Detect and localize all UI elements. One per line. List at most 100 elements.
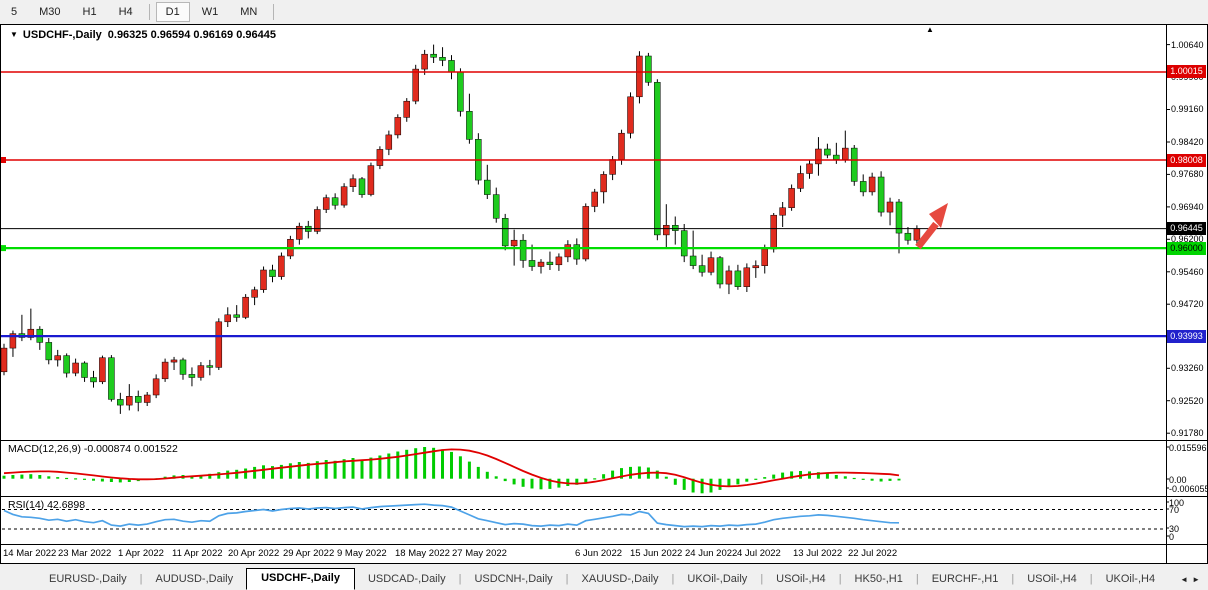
candle-body: [618, 132, 625, 160]
macd-histogram-bar: [441, 449, 444, 479]
timeframe-button-m30[interactable]: M30: [39, 6, 61, 18]
macd-histogram-bar: [65, 477, 69, 480]
chart-tab-eurusd-daily[interactable]: EURUSD-,Daily: [49, 573, 127, 585]
candle-body: [492, 194, 500, 219]
timeframe-button-d1[interactable]: D1: [155, 2, 190, 22]
candle-body: [645, 55, 652, 83]
date-label: 15 Jun 2022: [630, 548, 683, 559]
timeframe-button-h4[interactable]: H4: [118, 6, 133, 18]
macd-histogram-bar: [548, 478, 552, 489]
timeframe-button-mn[interactable]: MN: [240, 6, 258, 18]
chart-tab-usdcad-daily[interactable]: USDCAD-,Daily: [367, 573, 446, 585]
macd-signal-line: [3, 448, 900, 488]
macd-histogram-bar: [190, 475, 194, 479]
chart-tab-usdcnh-daily[interactable]: USDCNH-,Daily: [474, 573, 553, 585]
indicator-scale-label: 30: [1169, 524, 1180, 534]
chart-tab-usoil-h4[interactable]: USOil-,H4: [1027, 573, 1077, 585]
candlestick-series: [0, 44, 921, 414]
chart-tab-hk50-h1[interactable]: HK50-,H1: [854, 573, 903, 585]
macd-histogram-bar: [297, 462, 301, 479]
level-anchor-handle[interactable]: [0, 157, 6, 163]
candle-body: [430, 53, 437, 58]
date-label: 29 Apr 2022: [283, 548, 335, 559]
macd-histogram-bar: [244, 468, 248, 479]
macd-histogram-bar: [423, 447, 427, 479]
chart-tab-audusd-daily[interactable]: AUDUSD-,Daily: [155, 573, 234, 585]
macd-histogram-bar: [11, 475, 15, 479]
macd-histogram-bar: [897, 478, 901, 481]
macd-histogram-bar: [333, 460, 337, 479]
candle-body: [9, 333, 17, 349]
macd-histogram-bar: [745, 478, 749, 482]
candle-body: [206, 365, 214, 368]
candle-body: [394, 117, 402, 136]
candle-body: [278, 255, 285, 277]
chart-tab-ukoil-h4[interactable]: UKOil-,H4: [1105, 573, 1156, 585]
indicator-scale-label: 100: [1169, 498, 1185, 508]
collapse-triangle-icon[interactable]: ▼: [10, 30, 18, 39]
macd-histogram-bar: [870, 478, 874, 481]
macd-histogram-bar: [56, 477, 60, 479]
price-level-label: 0.98008: [1167, 154, 1206, 167]
chart-tab-eurchf-h1[interactable]: EURCHF-,H1: [931, 573, 999, 585]
timeframe-button-w1[interactable]: W1: [201, 6, 219, 18]
candle-body: [314, 209, 321, 232]
macd-histogram-bar: [602, 474, 606, 479]
macd-histogram-bar: [324, 460, 328, 479]
macd-histogram-bar: [825, 473, 829, 479]
tab-scroll-arrows[interactable]: ◄►: [1180, 575, 1204, 584]
indicator-scale-label: 0: [1169, 532, 1175, 542]
timeframe-button-5[interactable]: 5: [11, 6, 18, 18]
chart-tab-xauusd-daily[interactable]: XAUUSD-,Daily: [581, 573, 659, 585]
candle-body: [376, 149, 384, 166]
candle-body: [627, 96, 634, 134]
chart-tab-usoil-h4[interactable]: USOil-,H4: [776, 573, 826, 585]
candle-body: [251, 289, 258, 298]
candle-body: [135, 396, 142, 403]
macd-histogram-bar: [655, 470, 659, 479]
candle-body: [842, 147, 849, 160]
candle-body: [573, 244, 581, 260]
macd-histogram-bar: [92, 478, 95, 481]
candle-body: [797, 173, 804, 189]
tab-separator: |: [671, 573, 675, 585]
price-scale-label: 0.99160: [1171, 104, 1204, 114]
candle-body: [152, 378, 160, 396]
date-label: 6 Jun 2022: [575, 548, 623, 559]
chart-tab-bar: EURUSD-,Daily | AUDUSD-,Daily USDCHF-,Daily…: [0, 564, 1208, 590]
macd-histogram-bar: [691, 478, 695, 493]
candle-body: [45, 342, 53, 361]
macd-histogram-bar: [700, 478, 704, 494]
tab-scroll-left-icon[interactable]: ◄: [1180, 575, 1193, 584]
date-label: 11 Apr 2022: [172, 548, 223, 559]
macd-histogram-bar: [790, 471, 794, 479]
price-scale-label: 0.96940: [1171, 202, 1204, 212]
candle-body: [904, 232, 912, 241]
date-label: 24 Jun 2022: [685, 548, 738, 559]
macd-histogram-bar: [226, 470, 230, 479]
level-anchor-handle[interactable]: [0, 245, 6, 252]
candle-body: [877, 176, 885, 213]
tab-scroll-right-icon[interactable]: ►: [1192, 575, 1204, 584]
macd-histogram-bar: [879, 478, 883, 482]
trend-arrow-annotation[interactable]: [915, 203, 948, 250]
candle-body: [510, 239, 518, 247]
price-scale-label: 0.91780: [1171, 428, 1204, 438]
candle-body: [868, 176, 876, 193]
price-scale-label: 0.92520: [1171, 396, 1204, 406]
chart-tab-usdchf-daily[interactable]: USDCHF-,Daily: [246, 568, 355, 590]
macd-histogram-bar: [378, 455, 382, 479]
macd-histogram-bar: [485, 471, 489, 479]
timeframe-button-h1[interactable]: H1: [82, 6, 97, 18]
candle-body: [850, 147, 858, 182]
chart-tab-ukoil-daily[interactable]: UKOil-,Daily: [687, 573, 748, 585]
macd-histogram-bar: [843, 476, 847, 479]
scroll-anchor-icon[interactable]: ▲: [926, 25, 934, 34]
candle-body: [72, 362, 79, 374]
macd-histogram-bar: [503, 478, 507, 482]
candle-body: [242, 296, 249, 318]
candle-body: [564, 244, 572, 258]
date-label: 14 Mar 2022: [3, 548, 57, 559]
macd-histogram-bar: [217, 472, 221, 479]
